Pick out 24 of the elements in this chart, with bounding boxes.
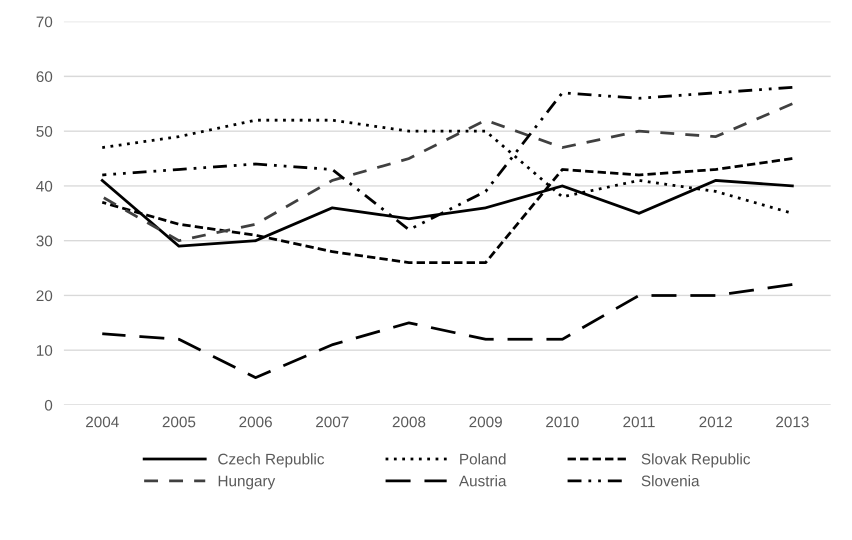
x-tick-label: 2010 xyxy=(546,416,579,428)
x-tick-label: 2005 xyxy=(162,416,196,428)
x-tick-label: 2004 xyxy=(86,416,119,428)
x-tick-label: 2011 xyxy=(623,416,655,428)
y-tick-label: 10 xyxy=(36,345,52,356)
x-tick-label: 2006 xyxy=(239,416,272,428)
y-tick-label: 40 xyxy=(36,180,52,192)
legend-label: Poland xyxy=(460,453,506,464)
legend-label: Slovenia xyxy=(642,475,700,486)
y-tick-label: 50 xyxy=(36,126,52,137)
y-tick-label: 20 xyxy=(36,290,52,302)
y-tick-label: 30 xyxy=(36,236,52,246)
legend-label: Hungary xyxy=(218,476,276,490)
legend-label: Czech Republic xyxy=(218,453,324,468)
y-tick-label: 60 xyxy=(36,71,52,82)
y-tick-label: 0 xyxy=(44,400,52,411)
x-tick-label: 2007 xyxy=(316,416,349,428)
legend-label: Slovak Republic xyxy=(642,453,750,468)
x-tick-label: 2009 xyxy=(469,416,502,428)
x-tick-label: 2012 xyxy=(699,416,732,428)
legend-label: Austria xyxy=(458,475,506,486)
x-tick-label: 2013 xyxy=(776,416,809,428)
x-tick-label: 2008 xyxy=(392,416,426,428)
y-tick-label: 70 xyxy=(36,16,52,28)
